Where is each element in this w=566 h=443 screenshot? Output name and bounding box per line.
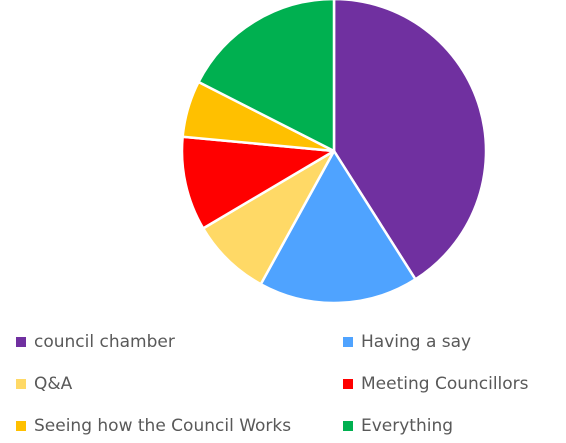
legend-swatch-q-and-a (16, 379, 26, 389)
legend-item-q-and-a: Q&A (16, 372, 72, 396)
legend-swatch-council-chamber (16, 337, 26, 347)
legend-item-everything: Everything (343, 414, 453, 438)
chart-legend: council chamber Having a say Q&A Meeting… (16, 328, 566, 443)
legend-swatch-seeing-how-the-council-works (16, 421, 26, 431)
pie-slice-everything (197, 0, 336, 153)
legend-item-council-chamber: council chamber (16, 330, 175, 354)
legend-swatch-meeting-councillors (343, 379, 353, 389)
legend-swatch-everything (343, 421, 353, 431)
legend-item-having-a-say: Having a say (343, 330, 471, 354)
legend-label-everything: Everything (361, 416, 454, 436)
pie-slice-having-a-say (259, 149, 417, 305)
legend-label-having-a-say: Having a say (361, 332, 472, 352)
legend-label-council-chamber: council chamber (34, 332, 175, 352)
legend-item-meeting-councillors: Meeting Councillors (343, 372, 529, 396)
legend-swatch-having-a-say (343, 337, 353, 347)
legend-label-q-and-a: Q&A (34, 374, 73, 394)
legend-label-seeing-how-the-council-works: Seeing how the Council Works (34, 416, 292, 436)
legend-label-meeting-councillors: Meeting Councillors (361, 374, 529, 394)
pie-slices (180, 0, 488, 305)
legend-item-seeing-how-the-council-works: Seeing how the Council Works (16, 414, 291, 438)
pie-slice-meeting-councillors (180, 135, 336, 230)
